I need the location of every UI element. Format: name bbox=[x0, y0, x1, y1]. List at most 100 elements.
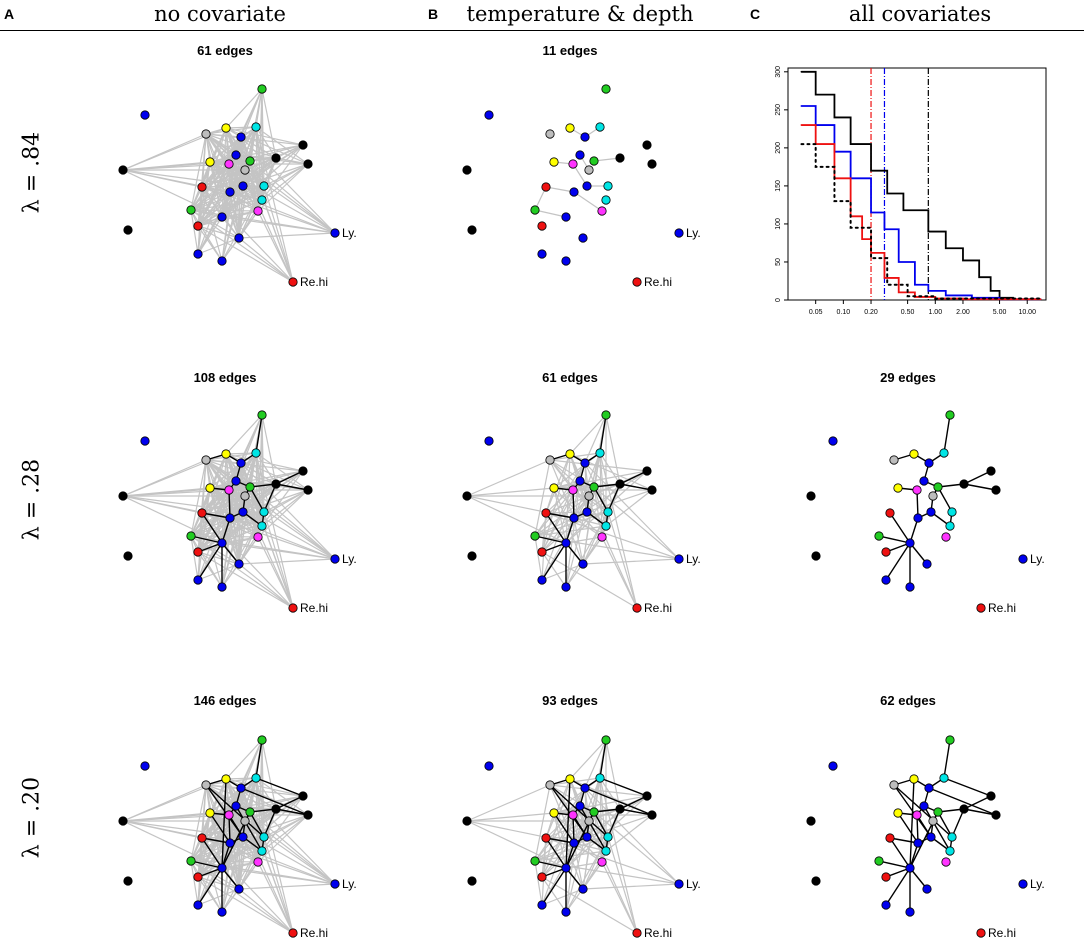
network-edge-weak bbox=[534, 459, 551, 537]
network-node-k2 bbox=[298, 466, 308, 476]
network-edge-weak bbox=[601, 861, 638, 934]
network-node-b5 bbox=[905, 863, 915, 873]
network-edge-weak bbox=[238, 883, 336, 890]
network-edge-weak bbox=[238, 232, 336, 239]
network-edge-weak bbox=[205, 133, 336, 234]
network-node-k3 bbox=[271, 804, 281, 814]
network-node-g0 bbox=[257, 735, 267, 745]
network-node-b8 bbox=[217, 907, 227, 917]
network-node-g2 bbox=[530, 856, 540, 866]
network-node-b4 bbox=[926, 507, 936, 517]
network-edge-weak bbox=[122, 495, 244, 513]
network-edge-weak bbox=[201, 837, 336, 885]
network-node-y1 bbox=[893, 808, 903, 818]
network-node-b3 bbox=[913, 513, 923, 523]
network-r0c0: Ly. Re.hi bbox=[118, 84, 357, 289]
network-edge-weak bbox=[221, 542, 336, 560]
network-node-k0 bbox=[118, 165, 128, 175]
network-edge-weak bbox=[221, 486, 251, 588]
network-edge-weak bbox=[228, 144, 304, 165]
network-edge-weak bbox=[242, 144, 304, 187]
network-edge-weak bbox=[541, 551, 567, 588]
network-edge-strong bbox=[263, 483, 277, 513]
network-edge-strong bbox=[190, 860, 223, 869]
network-edge-weak bbox=[205, 459, 336, 560]
network-edge-strong bbox=[599, 777, 648, 797]
network-edge-weak bbox=[601, 536, 638, 609]
network-edge-weak bbox=[235, 739, 263, 807]
network-node-g1 bbox=[933, 807, 943, 817]
network-edge-strong bbox=[255, 414, 263, 454]
network-edge-weak bbox=[197, 551, 240, 565]
network-edge-strong bbox=[565, 778, 571, 869]
network-node-b7 bbox=[537, 900, 547, 910]
network-node-b6 bbox=[578, 559, 588, 569]
network-node-c0 bbox=[595, 122, 605, 132]
network-edge-strong bbox=[619, 483, 653, 491]
network-edge-weak bbox=[235, 88, 263, 156]
network-node-b7 bbox=[881, 900, 891, 910]
network-edge-weak bbox=[197, 551, 223, 588]
network-edge-strong bbox=[579, 805, 607, 852]
network-r2c2: Ly. Re.hi bbox=[806, 735, 1045, 940]
network-node-b0 bbox=[828, 436, 838, 446]
network-node-b2 bbox=[231, 150, 241, 160]
node-label-ly: Ly. bbox=[1030, 877, 1045, 891]
network-edge-weak bbox=[197, 88, 263, 227]
network-edge-strong bbox=[209, 812, 231, 844]
network-edge-weak bbox=[541, 876, 638, 934]
network-node-y0 bbox=[221, 774, 231, 784]
network-node-c0 bbox=[595, 448, 605, 458]
edge-count-r1c0: 108 edges bbox=[193, 370, 257, 385]
header-divider bbox=[0, 30, 1084, 31]
network-node-b4 bbox=[582, 181, 592, 191]
network-node-k2 bbox=[298, 140, 308, 150]
network-edge-weak bbox=[122, 169, 244, 187]
network-edge-weak bbox=[197, 169, 246, 227]
network-r2c1: Ly. Re.hi bbox=[462, 735, 701, 940]
network-edge-weak bbox=[225, 127, 304, 146]
node-label-ly: Ly. bbox=[342, 877, 357, 891]
network-edge-strong bbox=[909, 778, 915, 869]
network-edge-weak bbox=[238, 563, 294, 609]
network-node-b2 bbox=[575, 150, 585, 160]
network-edge-weak bbox=[534, 209, 567, 218]
network-edge-weak bbox=[201, 837, 223, 913]
network-node-r0 bbox=[885, 508, 895, 518]
network-edge-strong bbox=[593, 811, 609, 838]
network-edge-weak bbox=[545, 483, 621, 514]
x-tick-label: 10.00 bbox=[1018, 309, 1036, 316]
network-edge-weak bbox=[238, 237, 294, 283]
network-node-b2 bbox=[919, 476, 929, 486]
network-edge-weak bbox=[263, 836, 294, 934]
network-edge-weak bbox=[599, 777, 621, 810]
network-edge-strong bbox=[928, 787, 997, 816]
network-node-b3 bbox=[225, 187, 235, 197]
network-node-b6 bbox=[578, 884, 588, 894]
network-edge-weak bbox=[569, 414, 607, 455]
y-tick-label: 50 bbox=[775, 258, 782, 266]
network-edge-strong bbox=[963, 808, 997, 816]
network-node-k2 bbox=[642, 466, 652, 476]
network-node-b0 bbox=[140, 110, 150, 120]
network-node-k1 bbox=[467, 551, 477, 561]
network-node-r2 bbox=[288, 928, 298, 938]
network-edge-weak bbox=[261, 163, 309, 201]
network-r1c1: Ly. Re.hi bbox=[462, 410, 701, 615]
network-node-k0 bbox=[118, 491, 128, 501]
network-node-gr0 bbox=[889, 455, 899, 465]
network-edge-strong bbox=[963, 483, 997, 491]
network-edge-weak bbox=[599, 452, 621, 485]
network-node-y0 bbox=[909, 449, 919, 459]
network-edge-strong bbox=[534, 535, 567, 544]
network-node-k0 bbox=[806, 816, 816, 826]
network-node-gr0 bbox=[545, 455, 555, 465]
network-node-r2 bbox=[976, 603, 986, 613]
network-edge-weak bbox=[242, 163, 309, 187]
network-node-c2 bbox=[601, 846, 611, 856]
network-node-g2 bbox=[186, 531, 196, 541]
network-edge-weak bbox=[240, 136, 277, 159]
network-edge-weak bbox=[225, 88, 263, 129]
network-node-b2 bbox=[919, 801, 929, 811]
network-edge-weak bbox=[238, 888, 294, 934]
